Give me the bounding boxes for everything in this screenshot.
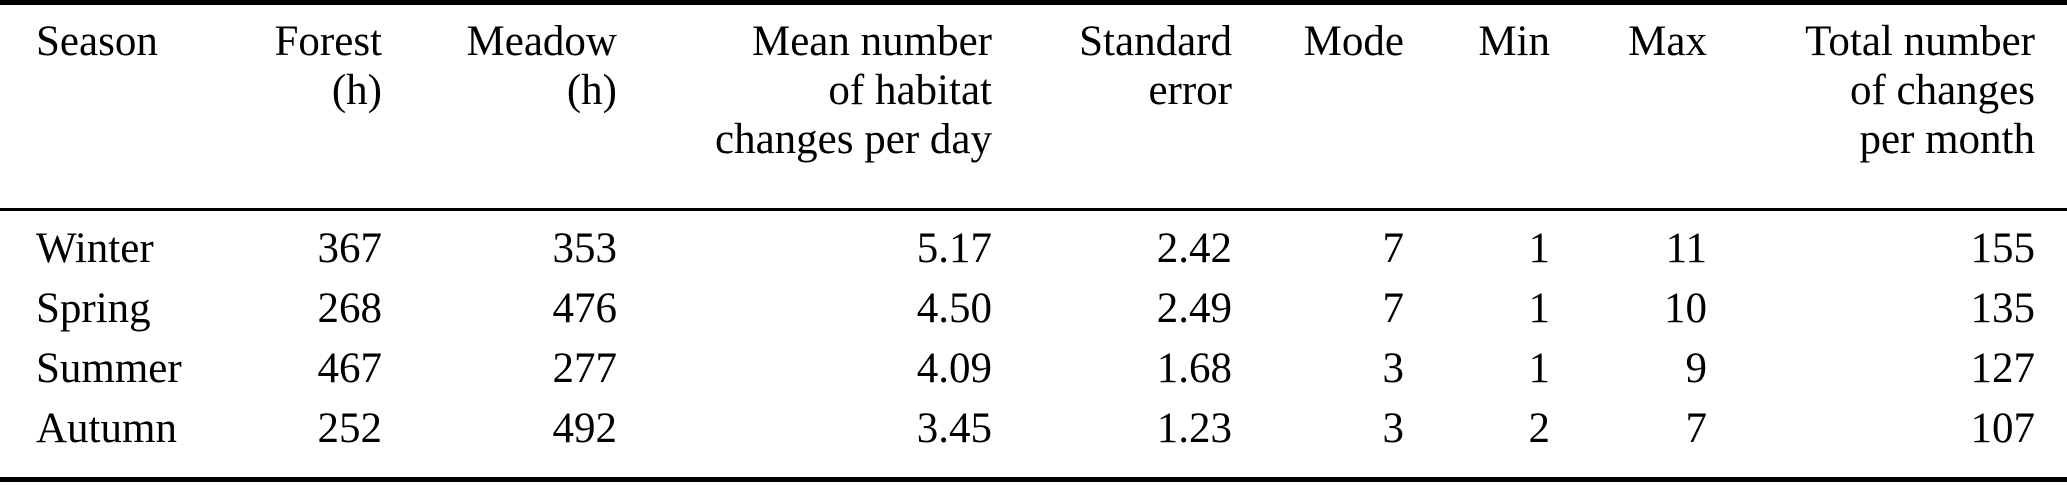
header-line: Total number [1805,18,2035,65]
table-header: Season Forest (h) Meadow (h) Mean number… [0,2,2067,211]
cell-forest-hours: 268 [317,285,383,332]
cell-season: Winter [36,225,154,272]
cell-max: 7 [1685,405,1708,452]
header-line: (h) [566,67,617,114]
cell-total-changes: 135 [1970,285,2036,332]
cell-meadow-hours: 353 [552,225,618,272]
table-row-spring: Spring 268 476 4.50 2.49 7 1 10 135 [0,279,2067,339]
cell-standard-error: 1.23 [1156,405,1232,452]
header-line: (h) [331,67,382,114]
header-line: of habitat [828,67,992,114]
cell-season: Summer [36,345,182,392]
table-body: Winter 367 353 5.17 2.42 7 1 11 155 Spri… [0,210,2067,480]
header-line: error [1148,67,1232,114]
cell-meadow-hours: 277 [552,345,618,392]
cell-min: 1 [1528,225,1551,272]
header-line: Meadow [466,18,617,65]
column-header-forest-hours: Forest (h) [200,2,390,211]
cell-mean-habitat-changes: 3.45 [916,405,992,452]
cell-mean-habitat-changes: 5.17 [916,225,992,272]
cell-meadow-hours: 492 [552,405,618,452]
cell-min: 2 [1528,405,1551,452]
header-line: Min [1478,18,1550,65]
column-header-min: Min [1412,2,1558,211]
header-line: Forest [274,18,383,65]
cell-standard-error: 1.68 [1156,345,1232,392]
header-row: Season Forest (h) Meadow (h) Mean number… [0,2,2067,211]
table-row-summer: Summer 467 277 4.09 1.68 3 1 9 127 [0,339,2067,399]
cell-min: 1 [1528,345,1551,392]
header-line: of changes [1849,67,2035,114]
cell-forest-hours: 252 [317,405,383,452]
header-line: changes per day [715,116,992,163]
cell-mode: 3 [1382,405,1405,452]
cell-mean-habitat-changes: 4.09 [916,345,992,392]
header-line: Season [36,18,158,65]
cell-standard-error: 2.42 [1156,225,1232,272]
column-header-mode: Mode [1240,2,1412,211]
column-header-total-changes-per-month: Total number of changes per month [1715,2,2067,211]
header-line: Mode [1303,18,1404,65]
cell-meadow-hours: 476 [552,285,618,332]
cell-season: Spring [36,285,151,332]
header-line: per month [1859,116,2035,163]
cell-max: 10 [1664,285,1707,332]
cell-total-changes: 155 [1970,225,2036,272]
cell-forest-hours: 367 [317,225,383,272]
header-line: Max [1628,18,1707,65]
table-row-winter: Winter 367 353 5.17 2.42 7 1 11 155 [0,210,2067,280]
cell-mode: 3 [1382,345,1405,392]
cell-mode: 7 [1382,285,1405,332]
cell-standard-error: 2.49 [1156,285,1232,332]
cell-forest-hours: 467 [317,345,383,392]
table-row-autumn: Autumn 252 492 3.45 1.23 3 2 7 107 [0,399,2067,480]
column-header-meadow-hours: Meadow (h) [390,2,625,211]
cell-total-changes: 107 [1970,405,2036,452]
cell-total-changes: 127 [1970,345,2036,392]
cell-mean-habitat-changes: 4.50 [916,285,992,332]
cell-season: Autumn [36,405,177,452]
column-header-mean-habitat-changes-per-day: Mean number of habitat changes per day [625,2,1000,211]
cell-max: 11 [1665,225,1707,272]
header-line: Standard [1079,18,1232,65]
column-header-max: Max [1558,2,1715,211]
header-line: Mean number [751,18,992,65]
cell-min: 1 [1528,285,1551,332]
column-header-season: Season [0,2,200,211]
column-header-standard-error: Standard error [1000,2,1240,211]
cell-max: 9 [1685,345,1708,392]
cell-mode: 7 [1382,225,1405,272]
